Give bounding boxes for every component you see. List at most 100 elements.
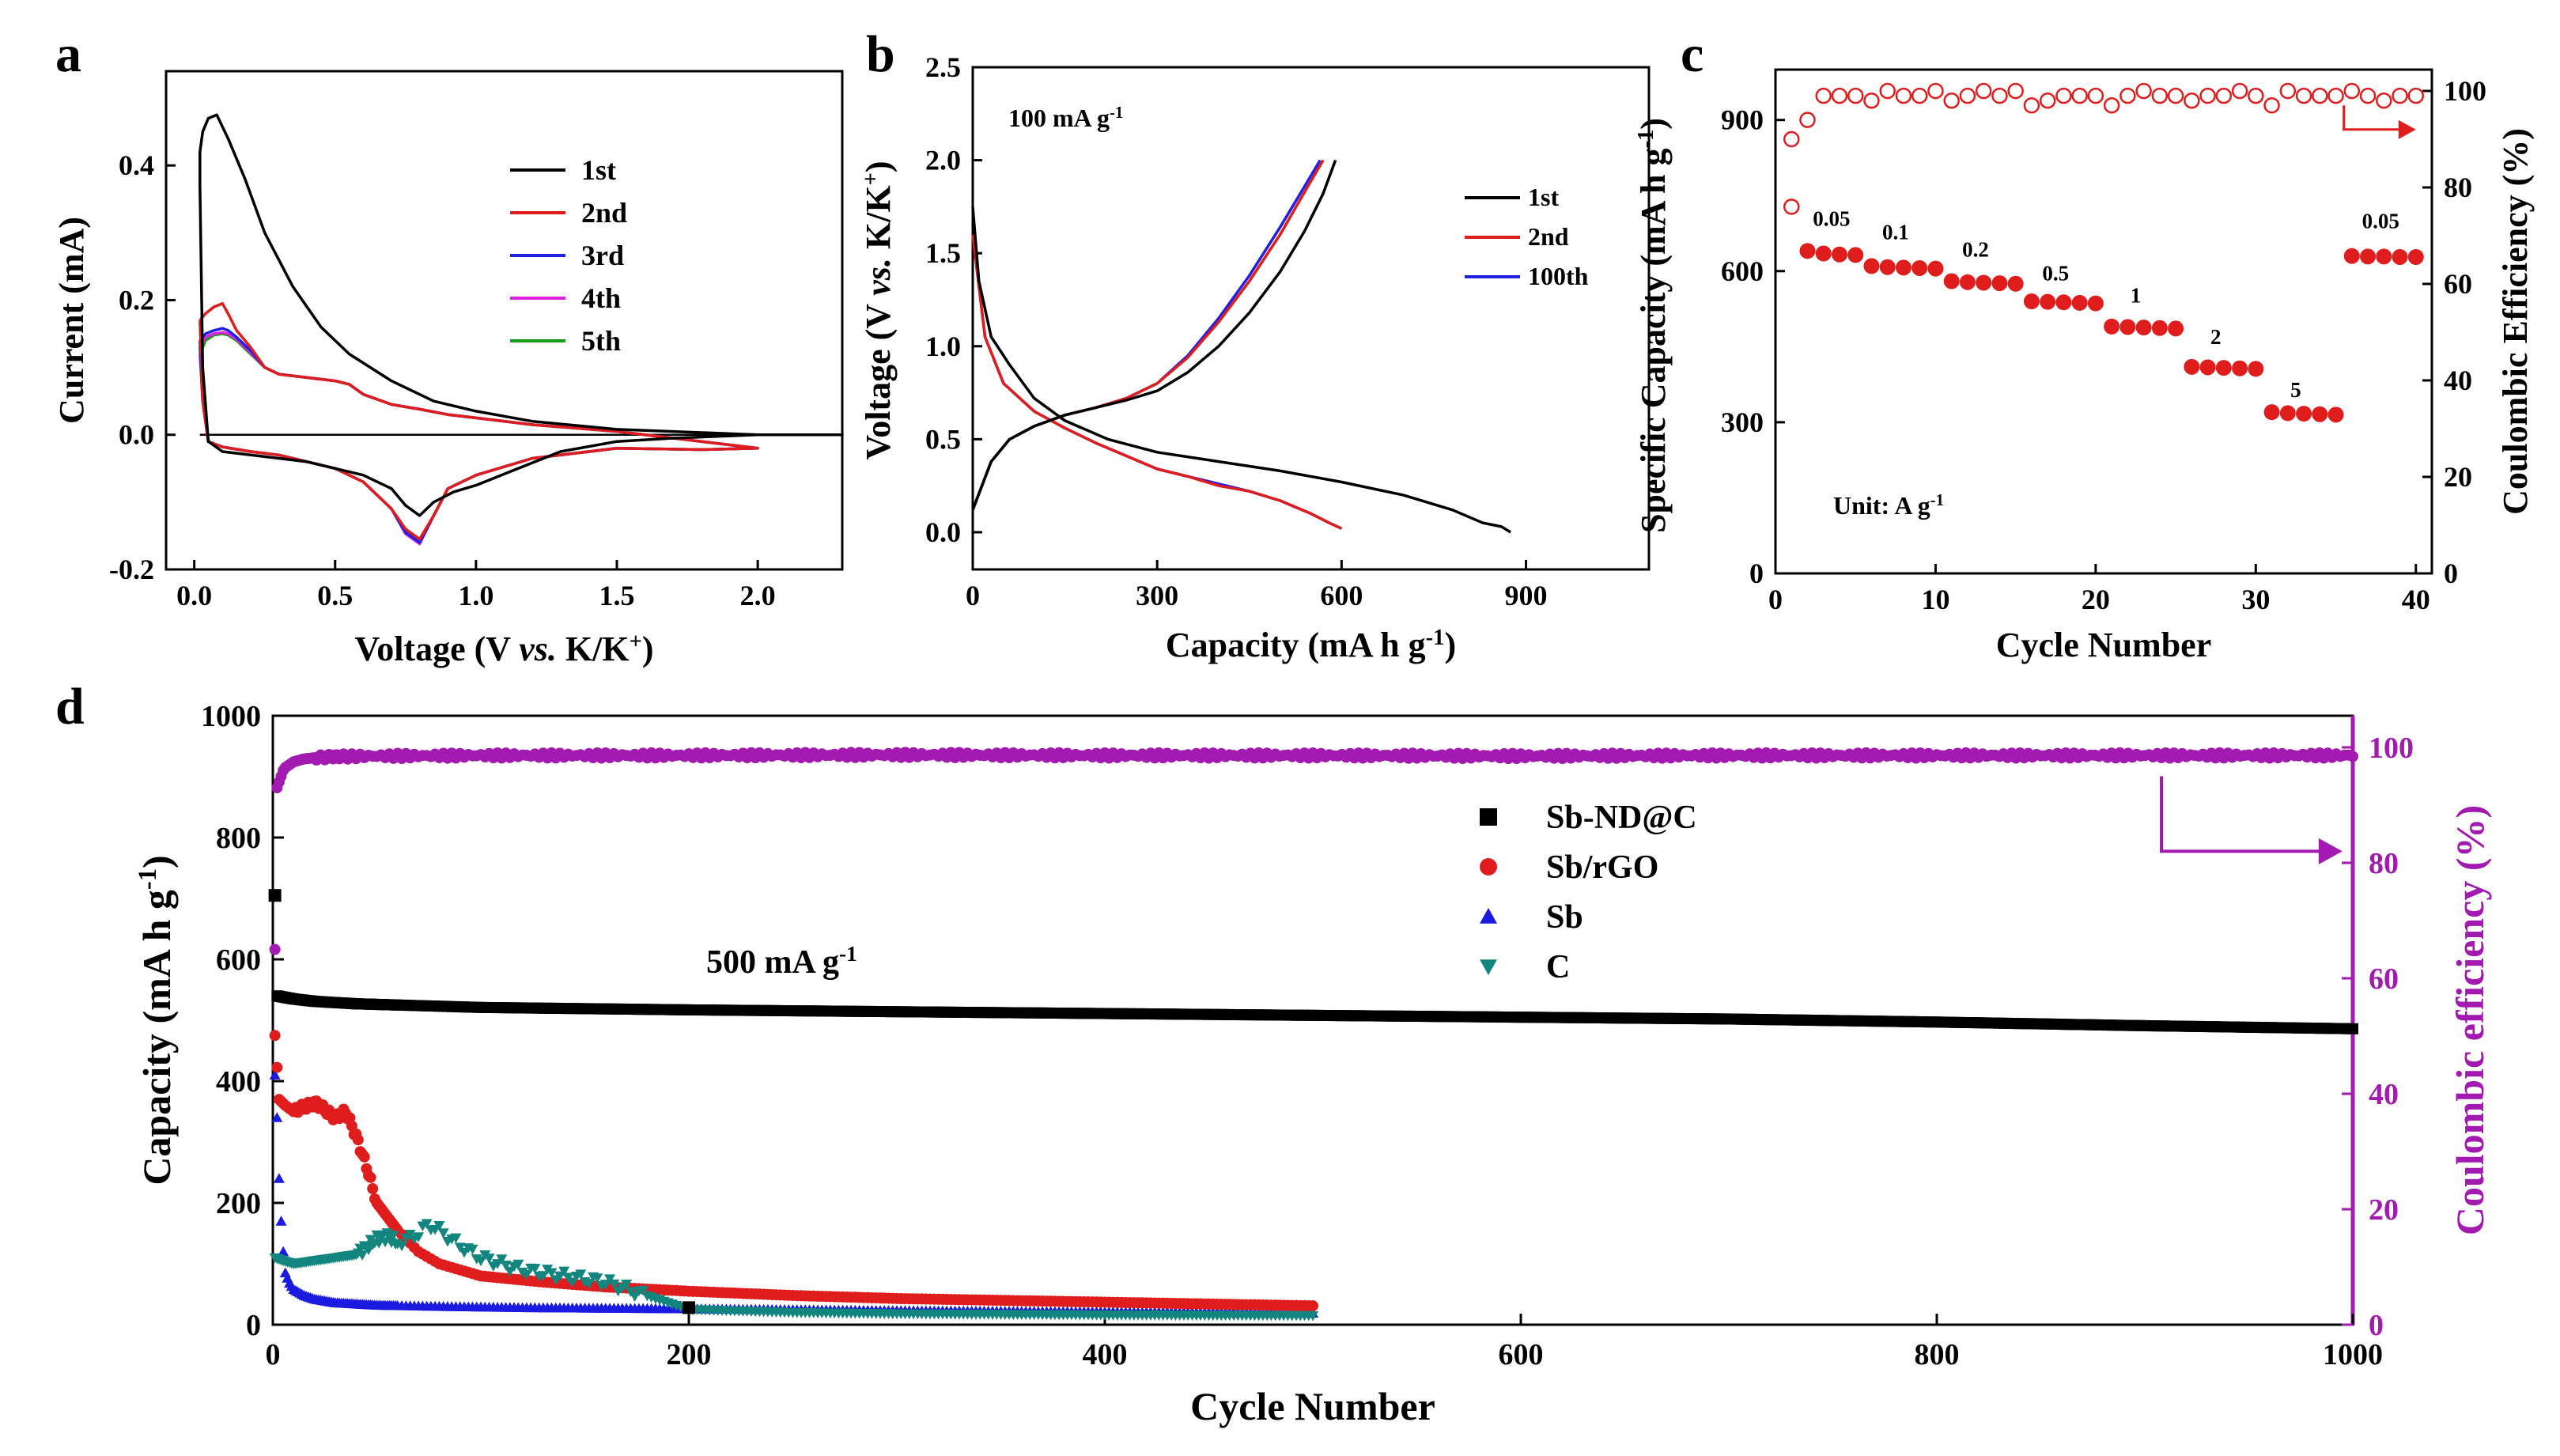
- capacity-point: [1815, 245, 1832, 262]
- efficiency-point: [2376, 92, 2392, 109]
- y-axis-label-d-part: -1: [134, 868, 162, 890]
- y2-tick-label-c: 20: [2444, 461, 2472, 493]
- efficiency-point: [2295, 87, 2312, 104]
- y2-tick-label-d: 40: [2369, 1078, 2399, 1111]
- y-tick-label-a: 0.2: [119, 284, 154, 316]
- y-axis-label-c-part: ): [1634, 118, 1673, 130]
- data-point-C: [575, 1269, 587, 1280]
- capacity-point: [2327, 407, 2344, 423]
- legend-label-d: C: [1546, 949, 1570, 985]
- capacity-point: [2135, 320, 2152, 336]
- current-density-annotation-b-part: -1: [1110, 104, 1123, 122]
- data-point-C: [529, 1264, 541, 1274]
- efficiency-point: [2071, 87, 2088, 104]
- legend-label-a: 3rd: [581, 240, 624, 271]
- y2-tick-label-c: 60: [2444, 268, 2472, 300]
- efficiency-point: [2263, 97, 2280, 114]
- capacity-point: [1895, 259, 1911, 276]
- x-axis-label-a-part: +: [630, 630, 642, 654]
- current-density-annotation-b: 100 mA g-1: [1008, 104, 1123, 133]
- y-tick-label-d: 200: [216, 1187, 261, 1220]
- efficiency-point: [1799, 112, 1816, 128]
- x-tick-label-b: 0: [966, 580, 980, 611]
- efficiency-point: [2135, 82, 2152, 100]
- legend-label-a: 1st: [581, 154, 616, 186]
- efficiency-point: [1895, 87, 1912, 104]
- x-tick-label-a: 1.5: [599, 580, 635, 611]
- capacity-point: [1959, 274, 1976, 290]
- x-tick-label-a: 1.0: [458, 580, 493, 611]
- x-axis-label-c: Cycle Number: [1996, 626, 2212, 664]
- panel-c: c 0 10 20 30 40 0 300 600 900 0 20 40 60 80 100 0.05 0.1 0…: [1634, 25, 2535, 664]
- y-axis-label-a: Current (mA): [52, 217, 91, 424]
- data-point-C: [621, 1280, 633, 1290]
- data-point-C: [608, 1279, 620, 1290]
- capacity-point: [2007, 275, 2024, 292]
- rate-label-c: 0.1: [1882, 221, 1909, 244]
- panel-label-b: b: [866, 25, 895, 83]
- data-point-C: [500, 1261, 512, 1271]
- capacity-point: [2215, 360, 2232, 376]
- charge-curve-1st: [971, 159, 1337, 511]
- x-tick-label-b: 600: [1320, 580, 1363, 611]
- y2-axis-label-d: Coulombic efficiency (%): [2448, 805, 2492, 1235]
- data-point-C: [467, 1244, 478, 1255]
- y-axis-label-c: Specific Capacity (mA h g-1): [1634, 118, 1673, 533]
- x-tick-label-c: 20: [2082, 584, 2110, 615]
- y-tick-label-c: 600: [1721, 255, 1764, 287]
- capacity-point: [1831, 246, 1847, 263]
- capacity-point: [1799, 243, 1816, 259]
- x-axis-label-a: Voltage (V vs. K/K+): [354, 630, 653, 669]
- y-axis-label-d-part: Capacity (mA h g: [134, 890, 179, 1186]
- capacity-point: [2199, 359, 2216, 376]
- legend-label-d: Sb: [1546, 899, 1583, 936]
- unit-annotation-c-part: Unit: A g: [1833, 491, 1930, 520]
- data-point-Sb: [275, 1216, 287, 1226]
- series-C: [269, 1219, 1318, 1322]
- legend-label-b: 2nd: [1528, 222, 1569, 251]
- capacity-point: [2071, 294, 2088, 311]
- y2-tick-label-d: 0: [2369, 1309, 2384, 1342]
- y2-tick-label-d: 20: [2369, 1193, 2399, 1227]
- efficiency-arrow-c: [2343, 105, 2402, 131]
- x-axis-label-a-part: vs.: [519, 630, 557, 668]
- data-point-C: [357, 1250, 369, 1261]
- y-tick-label-b: 0.0: [925, 516, 961, 548]
- data-point-C: [483, 1254, 495, 1264]
- y-axis-label-b-part: ): [859, 161, 898, 172]
- capacity-point: [2232, 360, 2248, 376]
- y-tick-label-b: 1.0: [925, 331, 961, 362]
- y-tick-label-c: 0: [1749, 558, 1764, 589]
- x-tick-label-d: 1000: [2323, 1338, 2383, 1371]
- data-point-C: [496, 1254, 508, 1265]
- y-axis-label-b: Voltage (V vs. K/K+): [859, 161, 898, 459]
- efficiency-point: [2119, 87, 2136, 104]
- efficiency-arrow-d: [2160, 776, 2322, 853]
- capacity-point: [2392, 248, 2408, 265]
- y2-tick-label-d: 60: [2369, 962, 2399, 996]
- data-point-C: [637, 1285, 649, 1296]
- current-density-annotation-d-part: 500 mA g: [706, 944, 839, 981]
- legend-marker-d: [1480, 959, 1497, 975]
- efficiency-point: [2199, 87, 2216, 104]
- data-point-C: [421, 1219, 433, 1230]
- x-tick-label-c: 10: [1921, 584, 1949, 615]
- x-tick-label-a: 0.5: [317, 580, 353, 611]
- data-point-Sb: [273, 1173, 285, 1183]
- panel-label-a: a: [55, 25, 81, 83]
- data-point-C: [520, 1270, 532, 1280]
- y-tick-label-b: 2.5: [925, 51, 961, 83]
- efficiency-point: [1863, 92, 1880, 109]
- x-tick-label-b: 900: [1505, 580, 1548, 611]
- capacity-point: [1863, 258, 1880, 274]
- efficiency-point: [1815, 87, 1832, 104]
- capacity-point: [1976, 274, 1992, 291]
- discharge-curve-2nd: [971, 234, 1343, 530]
- data-point-Sb/rGO: [365, 1171, 376, 1183]
- data-point-C: [592, 1273, 603, 1284]
- capacity-point: [1927, 260, 1944, 277]
- efficiency-point: [2167, 87, 2184, 104]
- y-tick-label-a: -0.2: [109, 554, 154, 585]
